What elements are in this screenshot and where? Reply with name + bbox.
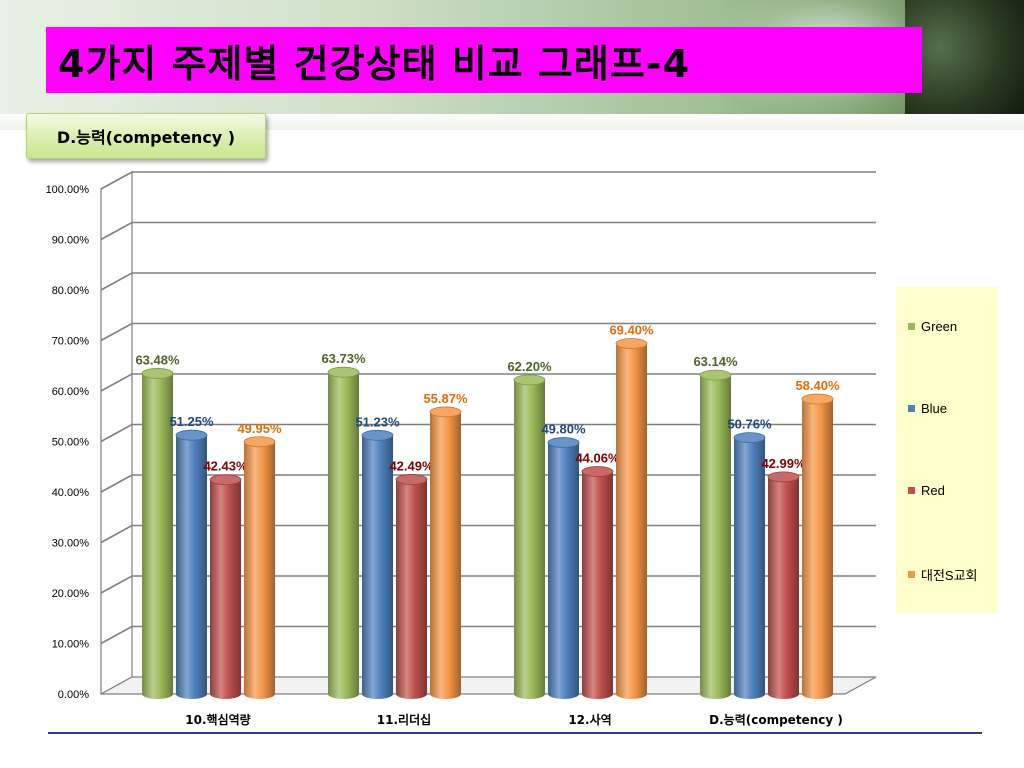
data-label: 50.76% <box>727 417 772 432</box>
bar-top <box>327 366 360 378</box>
y-tick-label: 100.00% <box>46 184 90 196</box>
data-label: 62.20% <box>507 359 552 374</box>
gridline <box>100 171 876 190</box>
bar <box>176 435 207 699</box>
y-tick-label: 70.00% <box>52 336 90 348</box>
legend-item-blue: Blue <box>908 401 947 416</box>
legend-label-green: Green <box>921 319 958 334</box>
y-tick-label: 80.00% <box>52 285 90 297</box>
bar-top <box>361 429 394 441</box>
legend-swatch-red <box>908 487 915 494</box>
y-tick-label: 90.00% <box>52 235 90 247</box>
gridline <box>100 322 876 342</box>
bar <box>700 375 731 699</box>
bar <box>514 379 545 699</box>
bar-top <box>581 466 614 477</box>
bar-top <box>801 393 834 405</box>
bar-top <box>395 474 428 485</box>
data-label: 42.99% <box>761 456 806 471</box>
bar <box>768 476 799 699</box>
bar <box>210 479 241 699</box>
bar-top <box>699 369 732 381</box>
y-tick-label: 50.00% <box>52 437 90 449</box>
y-tick-label: 10.00% <box>52 639 90 651</box>
bar <box>802 399 833 699</box>
data-label: 44.06% <box>575 450 620 465</box>
y-tick-label: 30.00% <box>52 538 90 550</box>
bar-top <box>733 432 766 444</box>
y-tick-label: 0.00% <box>58 689 89 701</box>
bar-top <box>209 474 242 486</box>
subtitle-label: D.능력(competency ) <box>26 113 266 159</box>
bar <box>244 441 275 699</box>
y-tick-label: 60.00% <box>52 386 90 398</box>
bar <box>362 435 393 699</box>
legend-swatch-green <box>908 323 915 330</box>
legend-swatch-blue <box>908 405 915 412</box>
legend-label-blue: Blue <box>921 401 948 416</box>
x-tick-label: 10.핵심역량 <box>185 712 250 727</box>
x-tick-label: 12.사역 <box>568 712 611 727</box>
bar-top <box>513 374 546 386</box>
bar-top <box>767 471 800 483</box>
x-tick-label: 11.리더십 <box>377 712 431 727</box>
legend-label-red: Red <box>921 483 945 498</box>
subtitle-text: D.능력(competency ) <box>56 128 236 147</box>
bar-top <box>615 338 648 349</box>
gridline <box>100 373 876 392</box>
data-label: 42.43% <box>203 459 248 474</box>
bar <box>396 479 427 699</box>
gridline <box>100 272 876 291</box>
bar <box>548 442 579 699</box>
page-title-text: 4가지 주제별 건강상태 비교 그래프-4 <box>58 41 691 86</box>
y-tick-label: 20.00% <box>52 588 90 600</box>
bar-top <box>547 437 580 448</box>
data-label: 63.48% <box>135 352 180 367</box>
bar-top <box>243 436 276 448</box>
data-label: 51.25% <box>169 414 214 429</box>
x-tick-label: D.능력(competency ) <box>709 713 843 727</box>
chart-legend: Green Blue Red 대전S교회 <box>896 287 998 613</box>
data-label: 63.14% <box>693 354 738 369</box>
legend-swatch-daejeon <box>908 571 915 578</box>
data-label: 69.40% <box>609 323 654 338</box>
legend-item-red: Red <box>908 483 945 498</box>
footer-rule <box>48 732 982 734</box>
y-tick-label: 40.00% <box>52 487 90 499</box>
legend-item-daejeon: 대전S교회 <box>908 565 978 584</box>
bar-top <box>175 429 208 441</box>
bar <box>328 372 359 699</box>
bar <box>430 411 461 699</box>
data-label: 42.49% <box>389 458 434 473</box>
data-label: 55.87% <box>423 391 468 406</box>
data-label: 58.40% <box>795 378 840 393</box>
bar-top <box>141 368 174 379</box>
legend-item-green: Green <box>908 319 957 334</box>
data-label: 49.80% <box>541 422 586 437</box>
bar <box>582 471 613 699</box>
data-label: 49.95% <box>237 421 282 436</box>
bar <box>142 373 173 699</box>
banner-photo <box>905 0 1024 118</box>
data-label: 51.23% <box>355 414 400 429</box>
bar <box>733 437 765 699</box>
legend-label-daejeon: 대전S교회 <box>921 568 978 583</box>
bar-top <box>429 406 462 418</box>
gridline <box>100 221 876 241</box>
bar <box>616 343 647 699</box>
page-title: 4가지 주제별 건강상태 비교 그래프-4 <box>46 27 922 93</box>
data-label: 63.73% <box>321 351 366 366</box>
